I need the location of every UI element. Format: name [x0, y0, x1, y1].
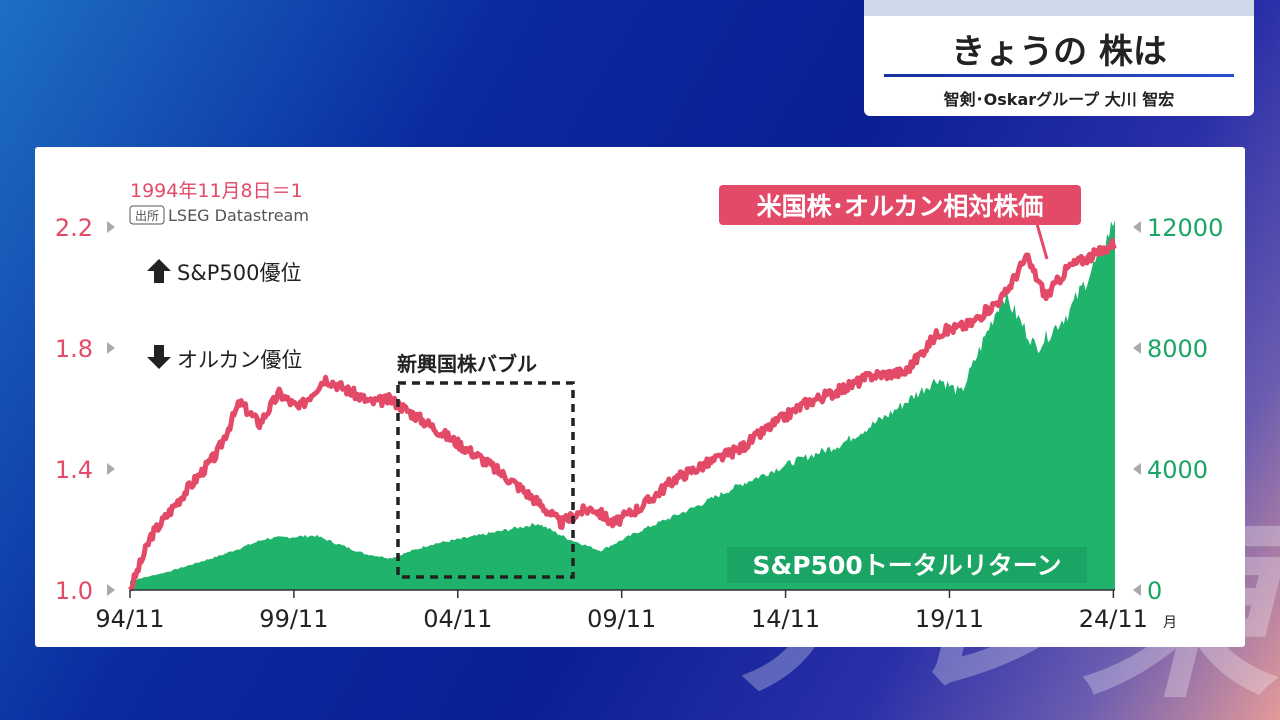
right-tick-label: 8000: [1147, 335, 1208, 363]
x-tick-label: 09/11: [587, 605, 656, 633]
x-axis: 94/11 99/11 04/11 09/11 14/11 19/11 24/11 月: [95, 590, 1177, 633]
right-tick-label: 0: [1147, 577, 1162, 605]
right-tick-marker: [1133, 342, 1141, 354]
sp500-label: S&P500トータルリターン: [752, 551, 1061, 580]
right-tick-marker: [1133, 221, 1141, 233]
right-tick-marker: [1133, 463, 1141, 475]
sp500-series: [130, 220, 1115, 590]
x-tick-label: 04/11: [423, 605, 492, 633]
x-tick-label: 24/11: [1079, 605, 1148, 633]
x-unit-label: 月: [1163, 615, 1177, 631]
right-tick-marker: [1133, 584, 1141, 596]
chart: 1.0 1.4 1.8 2.2 0 4000 8000 12000 94/11 99/11 04…: [55, 180, 1224, 633]
right-tick-label: 12000: [1147, 214, 1223, 242]
source-badge-box: [129, 205, 165, 225]
source-text: LSEG Datastream: [168, 206, 309, 225]
base-date-note: 1994年11月8日＝1: [130, 180, 303, 202]
left-tick-marker: [107, 584, 115, 596]
left-tick-label: 1.0: [55, 577, 93, 605]
source-badge: 出所: [135, 209, 159, 223]
left-tick-label: 1.4: [55, 456, 93, 484]
down-arrow-icon: [147, 345, 171, 369]
left-tick-marker: [107, 463, 115, 475]
x-tick-label: 99/11: [259, 605, 328, 633]
sp500-area: [130, 220, 1115, 590]
x-tick-label: 94/11: [95, 605, 164, 633]
sp500-label-box: [727, 547, 1087, 583]
title-divider: [884, 74, 1234, 77]
left-tick-marker: [107, 221, 115, 233]
guest-name: 智剣･Oskarグループ 大川 智宏: [943, 90, 1175, 109]
acwi-advantage-label: オルカン優位: [177, 348, 302, 372]
bubble-period-box: [396, 381, 575, 579]
relative-price-label: 米国株･オルカン相対株価: [757, 192, 1044, 221]
program-title: きょうの 株は: [951, 32, 1167, 72]
up-arrow-icon: [147, 259, 171, 283]
x-tick-label: 14/11: [751, 605, 820, 633]
left-tick-marker: [107, 342, 115, 354]
left-axis: 1.0 1.4 1.8 2.2: [55, 214, 115, 605]
left-tick-label: 2.2: [55, 214, 93, 242]
left-tick-label: 1.8: [55, 335, 93, 363]
relative-price-series: [128, 237, 1117, 592]
sp500-advantage-label: S&P500優位: [177, 261, 301, 285]
x-tick-label: 19/11: [915, 605, 984, 633]
program-title-box: きょうの 株は 智剣･Oskarグループ 大川 智宏: [864, 0, 1254, 116]
relative-price-line: [128, 237, 1117, 592]
bubble-label: 新興国株バブル: [397, 352, 537, 376]
right-axis: 0 4000 8000 12000: [1133, 214, 1223, 605]
chart-panel: 1.0 1.4 1.8 2.2 0 4000 8000 12000 94/11 99/11 04…: [35, 147, 1245, 647]
relative-price-label-box: [719, 185, 1081, 225]
right-tick-label: 4000: [1147, 456, 1208, 484]
title-top-bar: [864, 0, 1254, 16]
